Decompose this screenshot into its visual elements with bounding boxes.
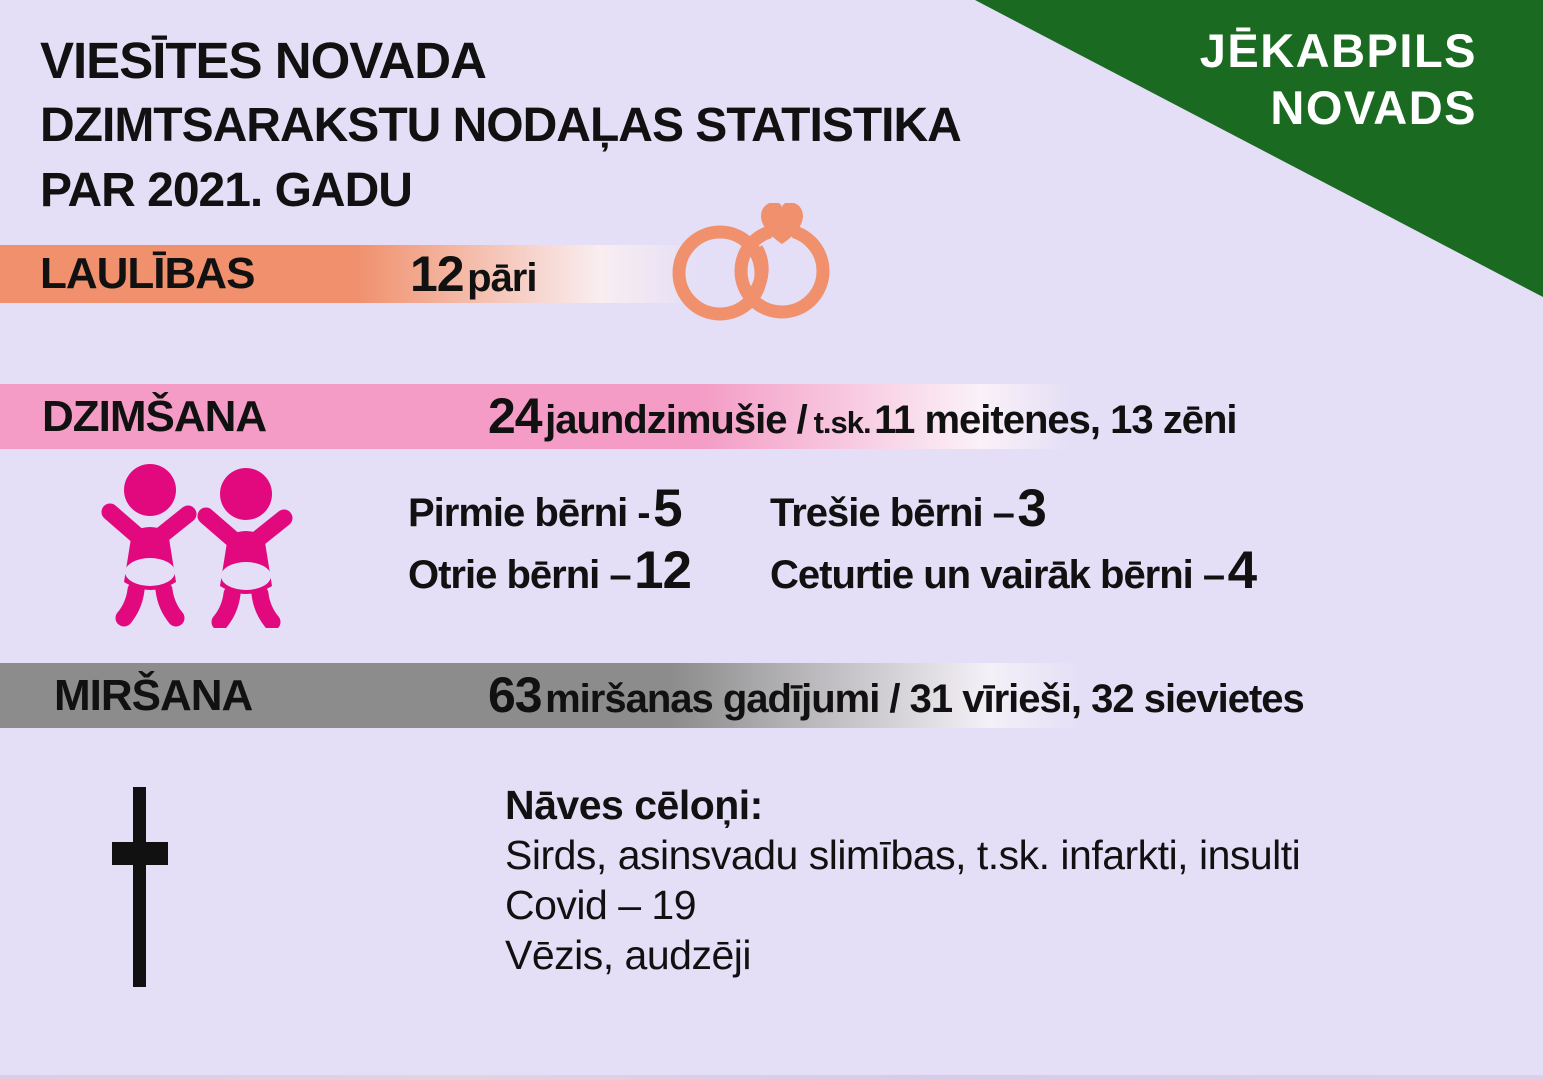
heart-icon [761, 203, 803, 244]
marriages-unit: pāri [467, 256, 537, 300]
deaths-label: MIRŠANA [54, 671, 253, 720]
births-value: 24 jaundzimušie / t.sk. 11 meitenes, 13 … [488, 384, 1238, 461]
ring-interlock-arc [748, 245, 769, 297]
corner-banner: JĒKABPILS NOVADS [1200, 22, 1477, 136]
breakdown-fourth-children: Ceturtie un vairāk bērni – 4 [770, 541, 1257, 600]
marriages-band: LAULĪBAS 12 pāri [0, 245, 1543, 303]
marriages-count: 12 [410, 246, 465, 302]
page-title: VIESĪTES NOVADA DZIMTSARAKSTU NODAĻAS ST… [40, 28, 962, 223]
breakdown-second-children: Otrie bērni – 12 [408, 541, 692, 600]
death-causes-title: Nāves cēloņi: [505, 782, 763, 828]
deaths-count: 63 [488, 667, 543, 723]
deaths-count-text: miršanas gadījumi / 31 vīrieši, 32 sievi… [545, 677, 1305, 721]
wedding-rings-icon [672, 203, 830, 321]
baby-right-icon [197, 468, 293, 628]
cross-vertical-bar [133, 787, 146, 987]
babies-icon [101, 464, 293, 628]
title-line-2: DZIMTSARAKSTU NODAĻAS STATISTIKA [40, 99, 962, 152]
breakdown-third-children: Trešie bērni – 3 [770, 479, 1047, 538]
marriages-value: 12 pāri [410, 245, 537, 316]
births-detail-prefix: t.sk. [813, 405, 872, 440]
births-label: DZIMŠANA [42, 392, 267, 441]
corner-banner-line2: NOVADS [1270, 81, 1477, 134]
deaths-value: 63 miršanas gadījumi / 31 vīrieši, 32 si… [488, 663, 1305, 740]
title-line-3: PAR 2021. GADU [40, 164, 413, 217]
corner-banner-line1: JĒKABPILS [1199, 24, 1477, 77]
breakdown-first-children: Pirmie bērni - 5 [408, 479, 683, 538]
births-breakdown-row-1: Pirmie bērni - 5 Trešie bērni – 3 [0, 478, 1543, 540]
death-cause-3: Vēzis, audzēji [505, 932, 751, 978]
death-cause-1: Sirds, asinsvadu slimības, t.sk. infarkt… [505, 832, 1301, 878]
title-line-1: VIESĪTES NOVADA [40, 32, 487, 89]
death-cause-2: Covid – 19 [505, 882, 697, 928]
cross-horizontal-bar [112, 842, 168, 865]
births-detail: 11 meitenes, 13 zēni [874, 398, 1237, 442]
births-breakdown-row-2: Otrie bērni – 12 Ceturtie un vairāk bērn… [0, 540, 1543, 602]
births-count-text: jaundzimušie / [545, 398, 808, 442]
births-band: DZIMŠANA 24 jaundzimušie / t.sk. 11 meit… [0, 384, 1543, 449]
death-causes: Nāves cēloņi: Sirds, asinsvadu slimības,… [505, 780, 1301, 980]
marriages-label: LAULĪBAS [40, 249, 255, 298]
bottom-edge-strip [0, 1075, 1543, 1080]
baby-left-icon [101, 464, 197, 627]
births-count: 24 [488, 388, 543, 444]
deaths-band: MIRŠANA 63 miršanas gadījumi / 31 vīrieš… [0, 663, 1543, 728]
